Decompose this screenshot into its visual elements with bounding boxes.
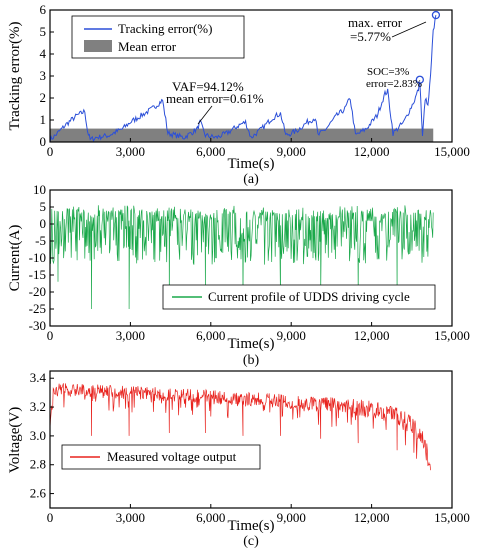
- x-axis-ticks: 0 3,000 6,000 9,000 12,000 15,000: [47, 138, 470, 159]
- x-axis-label: Time(s): [228, 156, 275, 172]
- mean-error-bar: [50, 128, 434, 142]
- y-tick-label: 1: [40, 112, 47, 127]
- marker-point: [431, 10, 441, 20]
- y-tick-label: 3.0: [30, 428, 46, 443]
- legend-label-mean-error: Mean error: [118, 39, 177, 54]
- x-tick-label: 6,000: [196, 144, 225, 159]
- y-tick-label: 3.4: [30, 370, 47, 385]
- y-tick-label: -5: [35, 233, 46, 248]
- y-tick-label: 10: [33, 182, 46, 197]
- legend: Measured voltage output: [61, 444, 261, 470]
- current-series: [49, 205, 434, 310]
- y-axis-ticks: 3.4 3.2 3.0 2.8 2.6: [30, 370, 54, 501]
- legend-box: [162, 284, 436, 310]
- x-tick-label: 9,000: [277, 328, 306, 343]
- y-tick-label: 3.2: [30, 399, 46, 414]
- x-tick-label: 12,000: [354, 144, 390, 159]
- x-tick-label: 9,000: [277, 144, 306, 159]
- annotation-max-error: max. error: [348, 15, 403, 30]
- y-tick-label: 4: [40, 46, 47, 61]
- x-tick-label: 12,000: [354, 328, 390, 343]
- legend-label-voltage: Measured voltage output: [107, 449, 237, 464]
- legend: Tracking error(%) Mean error: [71, 15, 245, 59]
- panel-b-current: 0 3,000 6,000 9,000 12,000 15,000 10 5 0 -5 -10 -1…: [7, 182, 470, 368]
- x-tick-label: 9,000: [277, 510, 306, 525]
- tracking-error-series: [49, 14, 437, 143]
- annotation-arrow-mean: [197, 105, 213, 125]
- y-tick-label: 0: [40, 134, 47, 149]
- y-tick-label: -30: [29, 318, 46, 333]
- panel-c-voltage: 0 3,000 6,000 9,000 12,000 15,000 3.4 3.2 3.0 2.…: [7, 370, 470, 549]
- legend-label-tracking-error: Tracking error(%): [118, 21, 212, 36]
- y-axis-ticks: 10 5 0 -5 -10 -15 -20 -25 -30: [29, 182, 54, 333]
- y-tick-label: 2.6: [30, 486, 47, 501]
- panel-a-tracking-error: 0 3,000 6,000 9,000 12,000 15,000 0 1 2 3 4 5 6 Tra…: [7, 2, 470, 187]
- y-tick-label: 3: [40, 68, 47, 83]
- x-axis-ticks: 0 3,000 6,000 9,000 12,000 15,000: [47, 322, 470, 343]
- annotation-soc: SOC=3%: [367, 66, 409, 78]
- mean-error-area: [50, 128, 434, 142]
- legend: Current profile of UDDS driving cycle: [162, 284, 436, 310]
- x-tick-label: 6,000: [196, 328, 225, 343]
- x-tick-label: 3,000: [116, 144, 145, 159]
- y-axis-label: Tracking error(%): [7, 22, 23, 131]
- marker-point: [415, 75, 424, 84]
- legend-label-current: Current profile of UDDS driving cycle: [208, 289, 410, 304]
- x-tick-label: 15,000: [434, 144, 470, 159]
- annotation-max-error-value: =5.77%: [350, 29, 391, 44]
- y-tick-label: 0: [40, 216, 47, 231]
- x-tick-label: 6,000: [196, 510, 225, 525]
- y-tick-label: -25: [29, 301, 46, 316]
- x-tick-label: 15,000: [434, 510, 470, 525]
- x-tick-label: 3,000: [116, 510, 145, 525]
- annotation-mean-error: mean error=0.61%: [166, 91, 264, 106]
- annotation-vaf: VAF=94.12%: [172, 79, 244, 94]
- caption-b: (b): [243, 353, 260, 368]
- y-tick-label: 2: [40, 90, 47, 105]
- y-tick-label: -20: [29, 284, 46, 299]
- y-axis-ticks: 0 1 2 3 4 5 6: [40, 2, 54, 149]
- y-tick-label: 6: [40, 2, 47, 17]
- x-tick-label: 3,000: [116, 328, 145, 343]
- current-line: [49, 205, 434, 310]
- voltage-line: [49, 383, 431, 471]
- x-tick-label: 15,000: [434, 328, 470, 343]
- y-tick-label: 2.8: [30, 457, 46, 472]
- y-axis-label: Voltage(V): [7, 407, 23, 473]
- y-tick-label: 5: [40, 199, 47, 214]
- x-axis-label: Time(s): [228, 336, 275, 352]
- y-tick-label: -10: [29, 250, 46, 265]
- caption-c: (c): [243, 534, 259, 549]
- y-tick-label: 5: [40, 24, 47, 39]
- y-axis-label: Current(A): [7, 225, 23, 292]
- voltage-series: [49, 383, 431, 471]
- x-tick-label: 0: [47, 144, 54, 159]
- x-tick-label: 12,000: [354, 510, 390, 525]
- x-tick-label: 0: [47, 510, 54, 525]
- x-axis-ticks: 0 3,000 6,000 9,000 12,000 15,000: [47, 504, 470, 525]
- marker-group: [415, 10, 441, 84]
- tracking-error-line: [49, 14, 437, 143]
- caption-a: (a): [243, 172, 259, 187]
- x-tick-label: 0: [47, 328, 54, 343]
- plot-area-frame: [49, 370, 453, 509]
- legend-swatch-mean-error: [84, 40, 112, 52]
- annotation-arrow-max: [391, 21, 427, 38]
- y-tick-label: -15: [29, 267, 46, 282]
- x-axis-label: Time(s): [228, 518, 275, 534]
- annotation-soc-error: error=2.83%: [366, 78, 422, 90]
